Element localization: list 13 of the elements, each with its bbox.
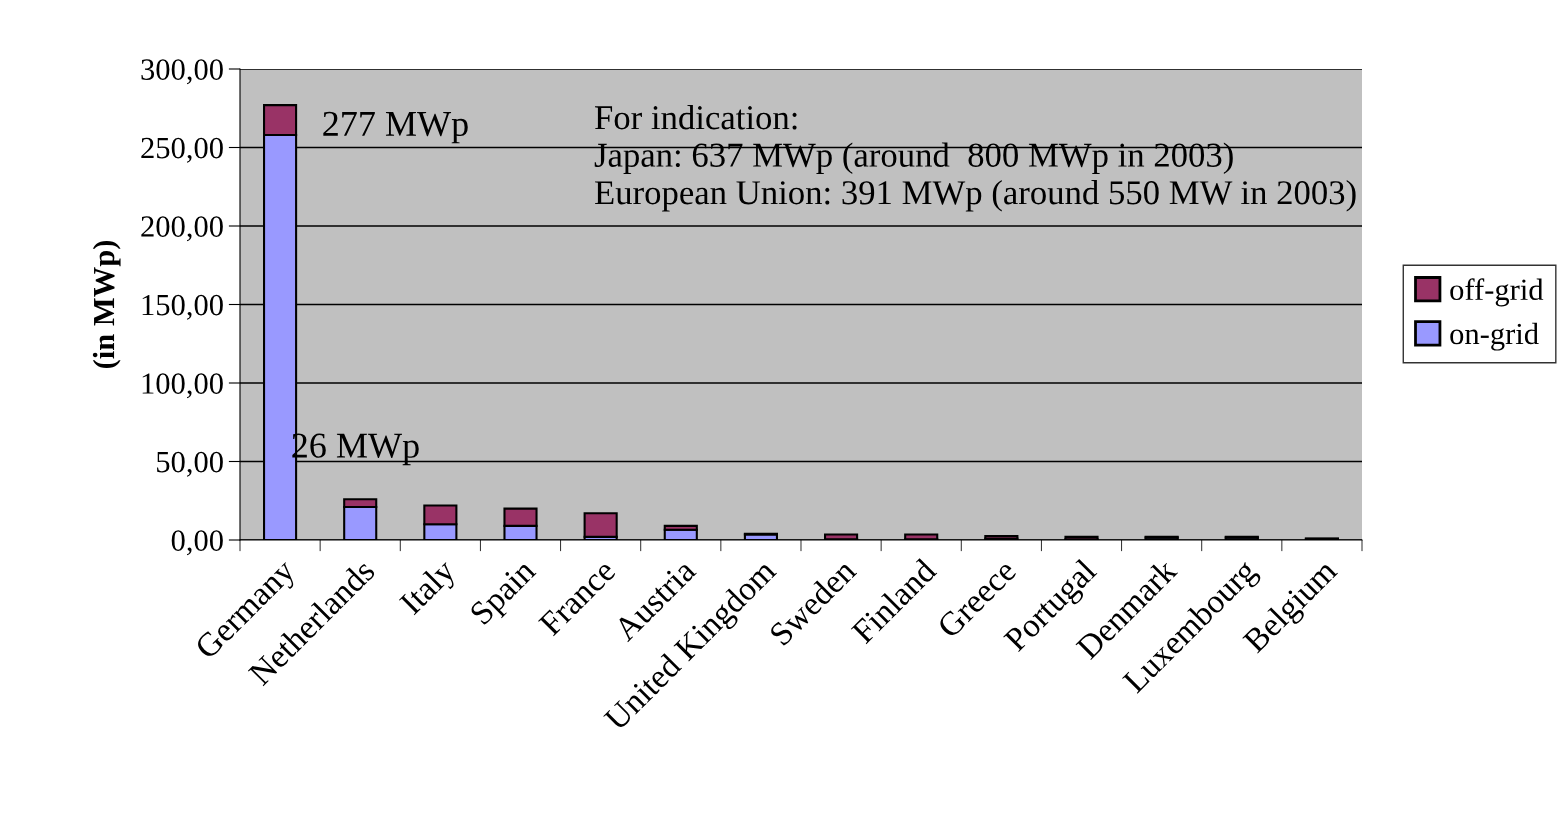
y-tick-label: 250,00 bbox=[141, 137, 223, 163]
x-tick-label: Italy bbox=[398, 556, 462, 621]
y-tick-label: 300,00 bbox=[141, 59, 223, 85]
y-tick-label: 150,00 bbox=[142, 294, 223, 320]
annotation: 277 MWp bbox=[323, 111, 468, 144]
y-tick-label: 100,00 bbox=[142, 373, 223, 399]
y-axis-title: (in MWp) bbox=[92, 240, 121, 369]
y-tick-label: 50,00 bbox=[157, 451, 223, 477]
legend-label: off-grid bbox=[1450, 278, 1544, 307]
y-tick-label: 0,00 bbox=[171, 530, 223, 556]
annotation: For indication: Japan: 637 MWp (around 800 MWp in 2003) European Union: 391 MWp (around 550 MW in 2003) bbox=[594, 105, 1356, 212]
legend-label: on-grid bbox=[1450, 322, 1539, 351]
y-tick-label: 200,00 bbox=[141, 216, 223, 242]
